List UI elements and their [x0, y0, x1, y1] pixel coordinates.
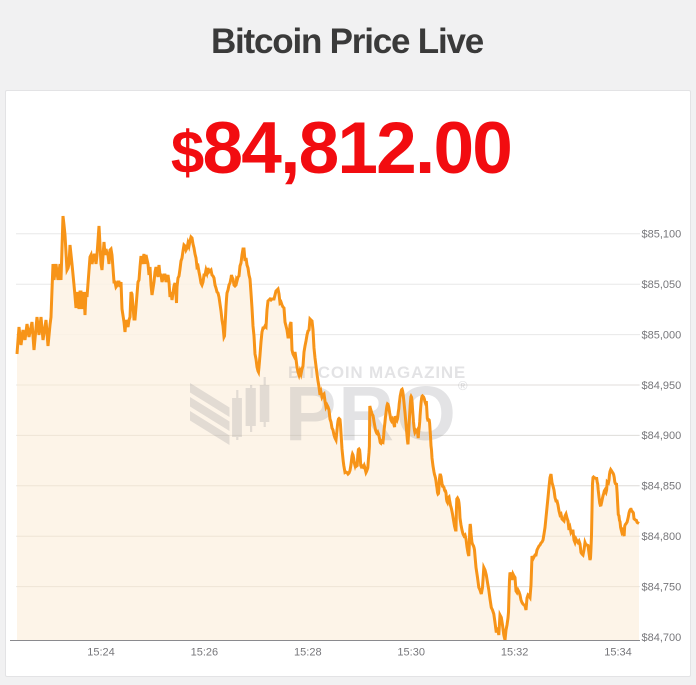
svg-text:BITCOIN MAGAZINE: BITCOIN MAGAZINE	[288, 363, 466, 382]
svg-text:$85,000: $85,000	[642, 329, 682, 341]
svg-text:15:30: 15:30	[397, 647, 425, 659]
svg-text:®: ®	[458, 378, 468, 393]
svg-text:15:34: 15:34	[604, 647, 632, 659]
svg-text:$84,700: $84,700	[642, 632, 682, 644]
svg-text:15:24: 15:24	[87, 647, 115, 659]
svg-text:15:32: 15:32	[501, 647, 529, 659]
svg-text:15:28: 15:28	[294, 647, 322, 659]
svg-text:$84,750: $84,750	[642, 581, 682, 593]
svg-text:$84,850: $84,850	[642, 481, 682, 493]
svg-text:15:26: 15:26	[191, 647, 219, 659]
svg-text:$84,800: $84,800	[642, 531, 682, 543]
svg-text:$85,100: $85,100	[642, 229, 682, 241]
svg-text:$84,950: $84,950	[642, 380, 682, 392]
svg-text:$85,050: $85,050	[642, 279, 682, 291]
svg-text:$84,900: $84,900	[642, 430, 682, 442]
